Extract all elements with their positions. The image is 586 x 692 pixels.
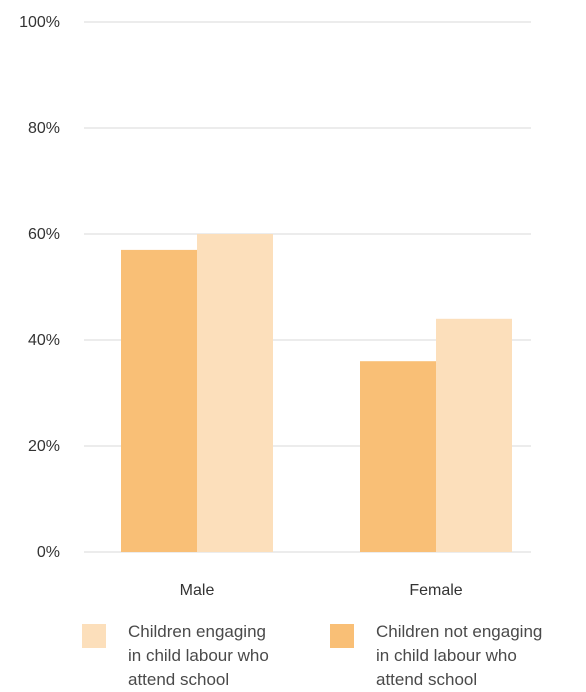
legend-label-not-engaging: Children not engaging in child labour wh…: [376, 622, 543, 689]
y-tick-label: 20%: [28, 438, 60, 455]
y-tick-label: 40%: [28, 332, 60, 349]
bar-male-series-1: [197, 234, 273, 552]
bar-chart: 0% 20% 40% 60% 80% 100% Male Female: [19, 14, 531, 599]
y-axis-ticks: 0% 20% 40% 60% 80% 100%: [19, 14, 60, 561]
y-tick-label: 80%: [28, 120, 60, 137]
x-axis-categories: Male Female: [180, 582, 463, 599]
legend: Children engaging in child labour who at…: [0, 620, 586, 691]
legend-item-not-engaging: Children not engaging in child labour wh…: [330, 620, 542, 692]
legend-swatch-not-engaging: [330, 624, 354, 648]
y-tick-label: 100%: [19, 14, 60, 31]
bars: [121, 234, 512, 552]
y-tick-label: 0%: [37, 544, 60, 561]
legend-label-engaging: Children engaging in child labour who at…: [128, 622, 269, 689]
x-category-label-male: Male: [180, 582, 215, 599]
bar-female-series-0: [360, 361, 436, 552]
legend-item-engaging: Children engaging in child labour who at…: [82, 620, 269, 692]
y-tick-label: 60%: [28, 226, 60, 243]
bar-male-series-0: [121, 249, 197, 552]
x-category-label-female: Female: [409, 582, 462, 599]
legend-swatch-engaging: [82, 624, 106, 648]
bar-female-series-1: [436, 318, 512, 552]
